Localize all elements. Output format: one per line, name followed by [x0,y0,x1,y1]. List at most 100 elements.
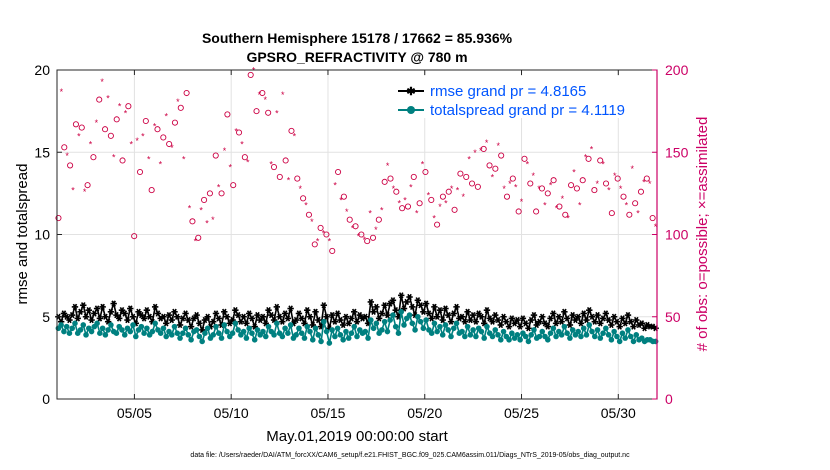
rmse-point-stroke [177,321,183,329]
spread-point [304,323,311,330]
rmse-point-stroke [553,320,559,327]
rmse-point [422,300,430,307]
spread-point [600,330,606,337]
rmse-point-stroke [97,315,103,322]
rmse-point [351,308,358,315]
obs-assimilated-marker: * [514,182,518,192]
obs-assimilated-marker: * [194,237,198,247]
rmse-point [574,313,582,320]
obs-possible-marker [212,152,219,159]
spread-point [578,333,584,340]
rmse-point-stroke [105,318,111,325]
y-left-tick-label: 0 [42,391,50,407]
spread-point [473,333,479,340]
spread-point [522,333,529,340]
rmse-point-stroke [235,311,241,319]
rmse-point-stroke [581,310,587,317]
spread-point [343,328,349,335]
obs-possible-marker [533,208,540,215]
rmse-point [464,308,471,315]
rmse-point-stroke [92,310,97,317]
obs-possible-marker [637,188,645,195]
rmse-point-stroke [310,321,316,329]
rmse-point-stroke [418,302,423,309]
rmse-point-stroke [252,323,257,330]
rmse-point-stroke [230,316,235,324]
spread-point [157,330,164,337]
obs-possible-marker [84,182,91,189]
spread-point [249,330,255,337]
rmse-point-stroke [614,318,620,325]
obs-possible-marker [527,180,534,187]
rmse-point-stroke [531,311,537,319]
obs-assimilated-marker: * [596,179,600,189]
obs-assimilated-marker: * [607,186,611,196]
spread-point [232,320,239,327]
rmse-point-stroke [374,303,379,311]
rmse-point-stroke [429,315,434,322]
rmse-point-stroke [556,313,562,320]
rmse-point [279,318,286,325]
spread-point [616,338,623,345]
spread-point [279,333,286,340]
spread-point [619,330,626,337]
obs-assimilated-marker: * [526,159,530,169]
spread-point [390,312,396,318]
obs-possible-marker [375,216,382,223]
obs-possible-marker [404,203,412,210]
rmse-point-stroke [598,320,603,327]
spread-point [462,333,468,340]
spread-point [171,323,178,330]
rmse-point-stroke [130,313,136,320]
spread-point [235,327,241,333]
rmse-point-stroke [592,318,598,325]
rmse-point [221,308,228,315]
rmse-point [616,323,623,330]
rmse-point [622,320,629,327]
rmse-point-stroke [462,318,468,325]
spread-point [627,333,634,340]
spread-point [528,332,534,338]
spread-point [517,336,523,343]
spread-point [492,327,499,333]
obs-count-markers: ************* * ************ ********* *****… [55,66,658,254]
obs-assimilated-marker: * [328,237,332,247]
spread-point [102,332,109,338]
rmse-point-stroke [277,313,282,320]
spread-point [484,323,490,330]
obs-assimilated-marker: * [427,191,431,201]
rmse-point [312,308,319,315]
rmse-point-stroke [75,315,81,322]
rmse-point-stroke [213,310,219,317]
rmse-point-stroke [114,311,119,319]
rmse-point [353,318,361,325]
obs-possible-marker [282,157,289,164]
obs-assimilated-marker: * [65,151,69,161]
obs-possible-marker [195,234,202,241]
rmse-point-stroke [650,323,656,330]
spread-point [544,336,551,343]
rmse-point-stroke [633,316,639,324]
rmse-point [254,311,261,319]
obs-possible-marker [224,111,231,118]
rmse-point-stroke [526,325,531,332]
obs-assimilated-marker: * [374,225,378,235]
spread-point [467,332,474,338]
obs-possible-marker [597,157,604,164]
rmse-point-stroke [205,313,210,320]
obs-assimilated-marker: * [397,199,401,209]
rmse-point-stroke [459,313,465,320]
rmse-point [259,313,267,320]
rmse-point-stroke [299,315,304,322]
rmse-point [445,311,452,319]
rmse-point-stroke [108,308,114,315]
rmse-point-stroke [470,311,476,319]
obs-assimilated-marker: * [642,177,646,187]
rmse-point-stroke [421,308,426,315]
rmse-point [586,306,593,314]
obs-possible-marker [352,223,359,230]
obs-possible-marker [544,190,551,197]
rmse-point [373,303,380,311]
obs-assimilated-marker: * [392,184,396,194]
spread-point [326,340,333,346]
